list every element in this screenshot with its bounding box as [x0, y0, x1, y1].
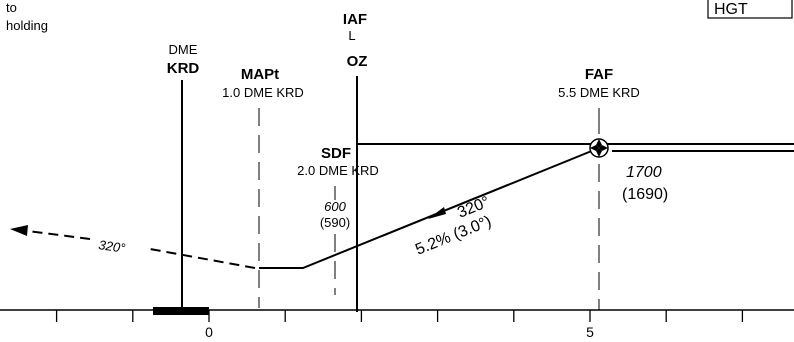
missed-approach-path-left [27, 230, 91, 240]
iaf-label: IAF [343, 11, 367, 28]
distance-scale-ticks [55, 310, 744, 322]
dme-station-name: KRD [167, 60, 200, 77]
dme-label: DME [169, 42, 198, 57]
final-gradient-label: 5.2% (3.0°) [413, 213, 494, 259]
missed-approach-arrowhead [10, 225, 28, 236]
holding-note-line2: holding [6, 18, 48, 33]
scale-label-0: 0 [205, 324, 213, 340]
hgt-box: HGT [707, 0, 793, 19]
missed-track-label: 320° [98, 237, 127, 256]
faf-name: FAF [585, 66, 613, 83]
mapt-distance: 1.0 DME KRD [222, 85, 304, 100]
hgt-label: HGT [714, 1, 748, 18]
descent-arrowhead [428, 207, 446, 219]
iaf-fix-name: OZ [347, 53, 368, 70]
scale-label-5: 5 [586, 324, 594, 340]
runway-bar [153, 307, 209, 315]
final-approach-path [259, 147, 600, 269]
faf-altitude: 1700 [626, 164, 662, 181]
sdf-min-altitude-qfe: (590) [320, 215, 350, 230]
holding-note-line1: to [6, 0, 17, 15]
sdf-name: SDF [321, 145, 351, 162]
faf-altitude-qfe: (1690) [622, 186, 668, 203]
missed-approach-path-right [149, 248, 256, 269]
mapt-name: MAPt [241, 66, 279, 83]
sdf-distance: 2.0 DME KRD [297, 163, 379, 178]
faf-fix-symbol [589, 138, 609, 158]
sdf-min-altitude: 600 [324, 199, 346, 214]
iaf-locator-symbol: L [348, 28, 355, 43]
faf-distance: 5.5 DME KRD [558, 85, 640, 100]
